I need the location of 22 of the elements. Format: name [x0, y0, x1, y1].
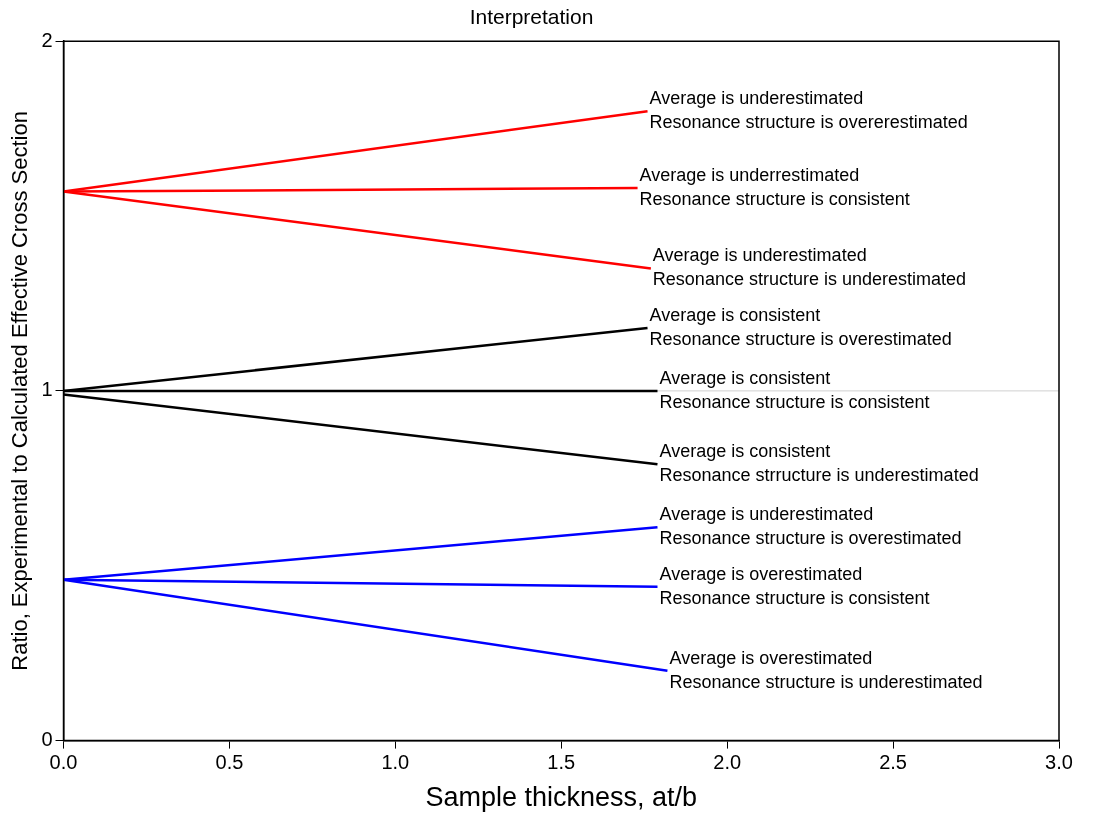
y-tick-label: 1	[41, 378, 53, 401]
annotation: Average is overestimated Resonance structure is underestimated	[669, 647, 983, 692]
annotation: Average is consistent Resonance structure is consistent	[659, 367, 930, 412]
annotation: Average is underestimated Resonance structure is underestimated	[652, 245, 967, 290]
annotation: Average is overestimated Resonance structure is consistent	[659, 563, 930, 608]
y-axis-title: Ratio, Experimental to Calculated Effective Cross Section	[7, 111, 33, 671]
x-tick-label: 0.5	[215, 751, 244, 774]
y-tick-label: 0	[41, 728, 53, 751]
x-tick-label: 1.5	[547, 751, 576, 774]
x-tick-label: 2.5	[879, 751, 907, 774]
chart-title: Interpretation	[469, 5, 594, 29]
y-tick-label: 2	[41, 28, 53, 51]
annotation: Average is consistent Resonance strructure is underestimated	[659, 441, 979, 486]
x-axis-title: Sample thickness, at/b	[425, 782, 698, 813]
annotation: Average is underestimated Resonance structure is overestimated	[659, 504, 962, 549]
x-tick-label: 0.0	[49, 751, 78, 774]
annotation: Average is underestimated Resonance structure is overerestimated	[649, 88, 968, 133]
x-tick-label: 1.0	[381, 751, 410, 774]
annotation: Average is underrestimated Resonance structure is consistent	[639, 165, 910, 210]
annotation: Average is consistent Resonance structure is overestimated	[649, 304, 952, 349]
x-tick-label: 2.0	[713, 751, 742, 774]
x-tick-label: 3.0	[1045, 751, 1073, 774]
